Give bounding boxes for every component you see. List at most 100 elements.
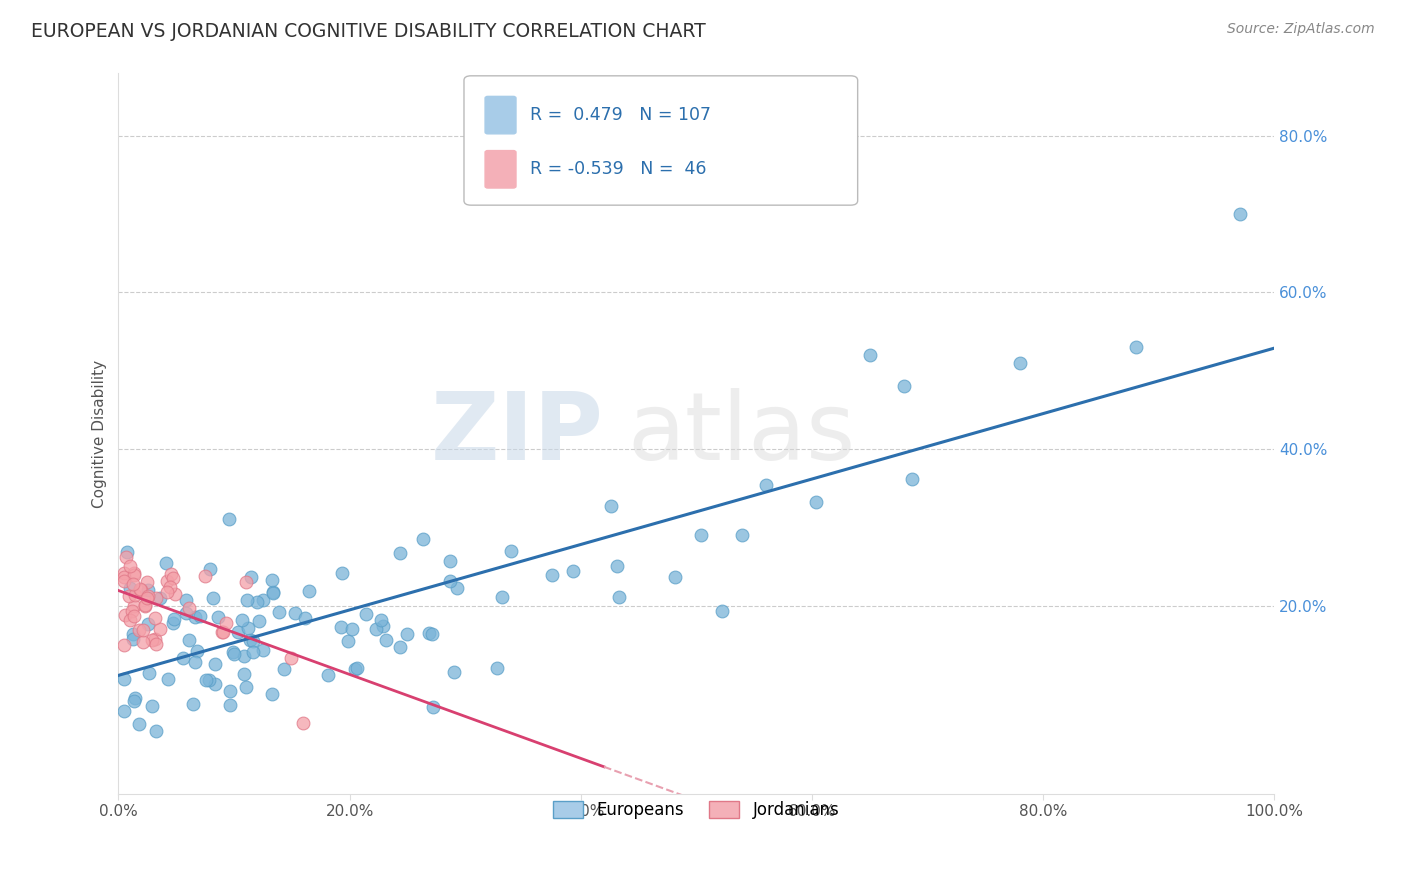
Point <box>491 590 513 604</box>
Point <box>124 588 146 602</box>
Point <box>112 673 135 687</box>
Point <box>344 661 367 675</box>
Point <box>486 661 509 675</box>
Text: R = -0.539   N =  46: R = -0.539 N = 46 <box>530 161 707 178</box>
Point <box>145 637 167 651</box>
Point <box>273 662 295 676</box>
Point <box>388 640 411 654</box>
Point <box>346 661 368 675</box>
Point <box>396 627 419 641</box>
Text: ZIP: ZIP <box>432 387 605 480</box>
Point <box>118 589 141 603</box>
Point <box>236 622 259 636</box>
Point <box>114 607 136 622</box>
Point <box>136 617 159 632</box>
Point <box>121 604 143 618</box>
Point <box>219 684 242 698</box>
Point <box>804 495 827 509</box>
Point <box>138 666 160 681</box>
Point <box>337 634 360 648</box>
Point <box>179 633 201 648</box>
Point <box>207 609 229 624</box>
Point <box>145 591 167 605</box>
Point <box>664 570 686 584</box>
Point <box>162 616 184 631</box>
Point <box>188 609 211 624</box>
Point <box>298 583 321 598</box>
Legend: Europeans, Jordanians: Europeans, Jordanians <box>547 794 846 825</box>
Point <box>252 593 274 607</box>
Point <box>239 633 262 648</box>
Point <box>262 586 284 600</box>
Point <box>600 499 623 513</box>
Point <box>211 624 233 639</box>
Point <box>131 623 153 637</box>
Point <box>156 574 179 589</box>
Point <box>157 672 180 686</box>
Point <box>224 647 246 661</box>
Point <box>689 527 711 541</box>
Point <box>280 650 302 665</box>
Point <box>181 698 204 712</box>
Point <box>443 665 465 680</box>
Point <box>132 635 155 649</box>
Point <box>228 624 250 639</box>
Point <box>439 574 461 589</box>
Text: EUROPEAN VS JORDANIAN COGNITIVE DISABILITY CORRELATION CHART: EUROPEAN VS JORDANIAN COGNITIVE DISABILI… <box>31 22 706 41</box>
Point <box>122 694 145 708</box>
Point <box>446 581 468 595</box>
Point <box>420 626 443 640</box>
Point <box>141 699 163 714</box>
Point <box>364 622 387 636</box>
Text: atlas: atlas <box>627 387 855 480</box>
Point <box>129 582 152 597</box>
Point <box>221 645 243 659</box>
Point <box>755 478 778 492</box>
Point <box>124 691 146 706</box>
Point <box>269 605 291 619</box>
Point <box>292 716 315 731</box>
Point <box>316 667 339 681</box>
Point <box>115 545 138 559</box>
Point <box>262 584 284 599</box>
Point <box>149 591 172 605</box>
Point <box>184 610 207 624</box>
Point <box>156 584 179 599</box>
Point <box>231 613 253 627</box>
Point <box>859 348 882 362</box>
Point <box>262 687 284 701</box>
Point <box>731 528 754 542</box>
Point <box>124 599 146 613</box>
Point <box>184 655 207 669</box>
Point <box>159 566 181 581</box>
Point <box>374 633 396 648</box>
Point <box>252 643 274 657</box>
Point <box>284 606 307 620</box>
Point <box>195 673 218 688</box>
Point <box>194 569 217 583</box>
Point <box>118 581 141 595</box>
Point <box>143 610 166 624</box>
FancyBboxPatch shape <box>464 76 858 205</box>
Point <box>219 698 242 712</box>
Point <box>120 559 142 574</box>
Point <box>439 554 461 568</box>
Y-axis label: Cognitive Disability: Cognitive Disability <box>93 359 107 508</box>
Point <box>204 676 226 690</box>
Point <box>112 704 135 718</box>
Point <box>893 379 915 393</box>
Point <box>262 573 284 587</box>
Point <box>418 626 440 640</box>
Point <box>128 623 150 637</box>
Point <box>172 650 194 665</box>
Text: Source: ZipAtlas.com: Source: ZipAtlas.com <box>1227 22 1375 37</box>
Point <box>134 598 156 612</box>
Point <box>247 614 270 628</box>
Point <box>218 511 240 525</box>
Point <box>215 616 238 631</box>
Point <box>541 568 564 582</box>
Point <box>155 556 177 570</box>
Point <box>901 472 924 486</box>
Point <box>1010 356 1032 370</box>
FancyBboxPatch shape <box>485 151 516 188</box>
